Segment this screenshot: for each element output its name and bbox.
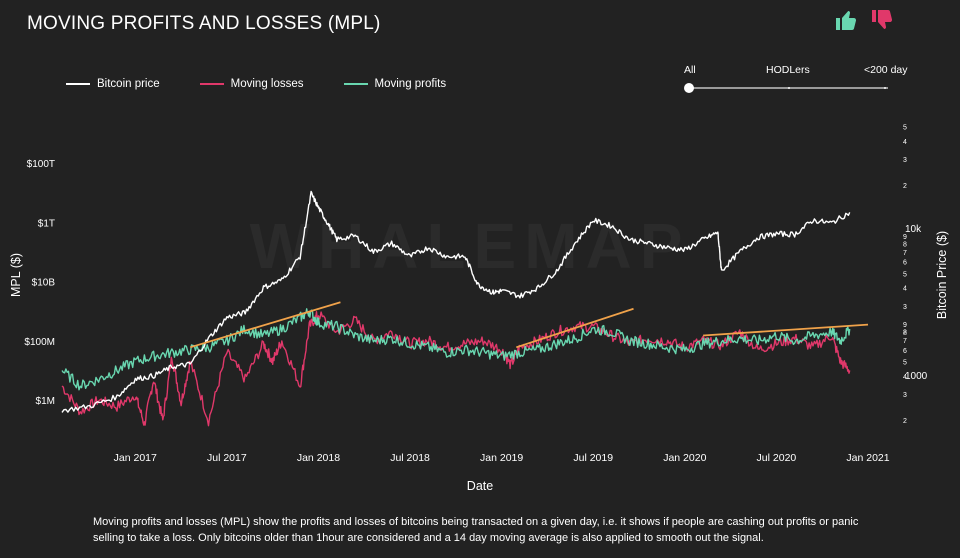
chart-axes: $1M$100M$10B$1T$100T23456789100023456789… — [9, 125, 949, 493]
y-right-tick-label: 10k — [905, 224, 922, 235]
y-right-tick-label: 7 — [903, 338, 907, 345]
trend-line — [703, 323, 869, 337]
legend-swatch-price — [66, 83, 90, 85]
slider-label-hodlers[interactable]: HODLers — [766, 64, 810, 76]
y-right-tick-label: 5 — [903, 125, 907, 132]
legend-item-profits[interactable]: Moving profits — [343, 78, 447, 90]
page-title: MOVING PROFITS AND LOSSES (MPL) — [27, 13, 381, 34]
y-left-tick-label: $100M — [24, 337, 55, 348]
legend-item-price[interactable]: Bitcoin price — [66, 78, 160, 90]
legend-label-losses: Moving losses — [230, 78, 304, 90]
x-tick-label: Jan 2017 — [114, 452, 157, 464]
y-left-tick-label: $1T — [38, 218, 55, 229]
y-left-tick-label: $1M — [36, 396, 55, 407]
y-right-tick-label: 4 — [903, 374, 907, 381]
y-right-tick-label: 2 — [903, 183, 907, 190]
rating-buttons — [834, 8, 894, 32]
y-left-tick-label: $10B — [32, 278, 56, 289]
chart-caption: Moving profits and losses (MPL) show the… — [93, 516, 859, 544]
thumbs-down-icon[interactable] — [870, 8, 894, 32]
y-right-tick-label: 9 — [903, 322, 907, 329]
y-right-tick-label: 7 — [903, 250, 907, 257]
y-right-tick-label: 4 — [903, 139, 907, 146]
y-right-tick-label: 6 — [903, 260, 907, 267]
y-right-tick-label: 3 — [903, 392, 907, 399]
x-tick-label: Jan 2021 — [846, 452, 889, 464]
series-line-moving-profits — [61, 308, 851, 391]
slider-handle[interactable] — [684, 83, 694, 93]
y-right-tick-label: 8 — [903, 330, 907, 337]
y-right-tick-label: 3 — [903, 304, 907, 311]
legend-label-price: Bitcoin price — [97, 78, 160, 90]
y-right-tick-label: 9 — [903, 234, 907, 241]
y-right-tick-label: 4 — [903, 286, 907, 293]
x-tick-label: Jul 2018 — [390, 452, 430, 464]
slider-label-all[interactable]: All — [684, 64, 696, 76]
slider-tick — [884, 87, 886, 89]
x-tick-label: Jul 2017 — [207, 452, 247, 464]
y-right-axis-title: Bitcoin Price ($) — [935, 231, 949, 319]
slider-label-200-day[interactable]: <200 day — [864, 64, 908, 76]
series-line-bitcoin-price — [61, 190, 851, 413]
slider-tick — [788, 87, 790, 89]
x-tick-label: Jan 2020 — [663, 452, 706, 464]
x-tick-label: Jan 2019 — [480, 452, 523, 464]
mpl-chart: WHALEMAP $1M$100M$10B$1T$100T23456789100… — [9, 125, 949, 493]
legend-label-profits: Moving profits — [374, 78, 447, 90]
legend-item-losses[interactable]: Moving losses — [199, 78, 304, 90]
trend-line — [189, 301, 341, 349]
trend-line — [516, 307, 634, 349]
chart-legend: Bitcoin price Moving losses Moving profi… — [66, 78, 486, 90]
y-right-tick-label: 8 — [903, 241, 907, 248]
series-line-moving-losses — [61, 311, 851, 427]
x-tick-label: Jul 2019 — [573, 452, 613, 464]
y-right-tick-label: 6 — [903, 348, 907, 355]
y-left-axis-title: MPL ($) — [9, 253, 23, 297]
legend-swatch-losses — [199, 83, 224, 85]
cohort-slider[interactable]: All HODLers <200 day — [684, 62, 910, 96]
x-axis-title: Date — [467, 479, 493, 493]
thumbs-up-icon[interactable] — [834, 8, 858, 32]
y-right-tick-label: 2 — [903, 330, 907, 337]
y-left-tick-label: $100T — [27, 159, 55, 170]
x-tick-label: Jul 2020 — [757, 452, 797, 464]
y-right-tick-label: 1000 — [905, 371, 928, 382]
chart-series — [61, 190, 869, 427]
y-right-tick-label: 3 — [903, 157, 907, 164]
y-right-tick-label: 2 — [903, 418, 907, 425]
watermark: WHALEMAP — [250, 210, 691, 282]
legend-swatch-profits — [343, 83, 368, 85]
y-right-tick-label: 5 — [903, 360, 907, 367]
y-right-tick-label: 5 — [903, 271, 907, 278]
x-tick-label: Jan 2018 — [297, 452, 340, 464]
